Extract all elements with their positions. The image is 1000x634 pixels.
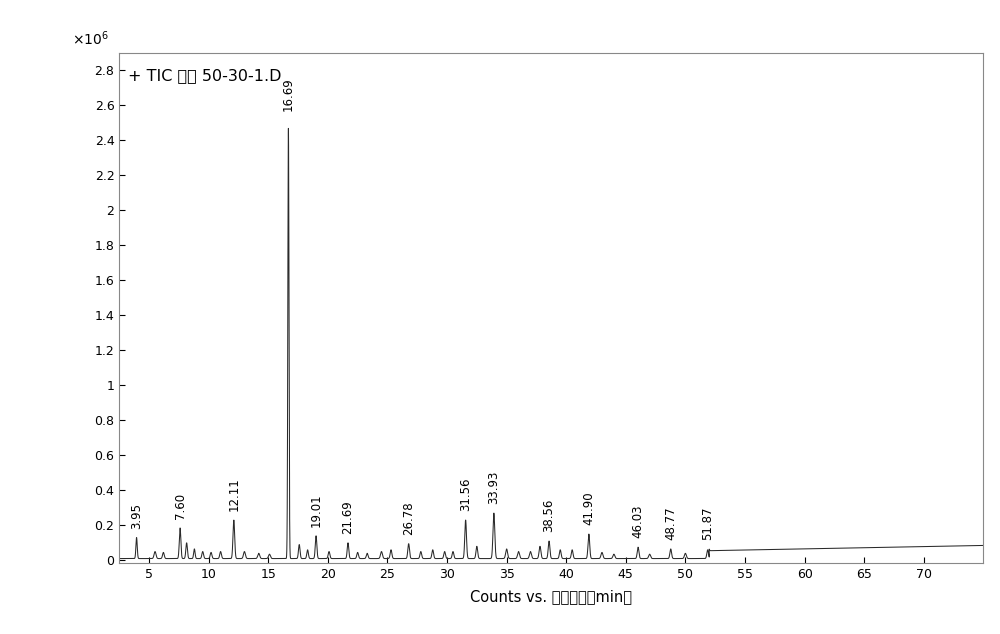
Text: $\times$10$^6$: $\times$10$^6$ bbox=[72, 29, 109, 48]
Text: 33.93: 33.93 bbox=[487, 471, 500, 505]
Text: 21.69: 21.69 bbox=[341, 500, 354, 534]
Text: 19.01: 19.01 bbox=[310, 493, 323, 527]
Text: 41.90: 41.90 bbox=[582, 492, 595, 526]
Text: 12.11: 12.11 bbox=[227, 477, 240, 512]
Text: 3.95: 3.95 bbox=[130, 503, 143, 529]
Text: 46.03: 46.03 bbox=[632, 505, 645, 538]
Text: 48.77: 48.77 bbox=[664, 507, 677, 540]
Text: 26.78: 26.78 bbox=[402, 501, 415, 535]
Text: 16.69: 16.69 bbox=[282, 77, 295, 111]
Text: + TIC 扫描 50-30-1.D: + TIC 扫描 50-30-1.D bbox=[128, 68, 281, 83]
Text: 7.60: 7.60 bbox=[174, 493, 187, 519]
Text: 51.87: 51.87 bbox=[701, 507, 714, 540]
Text: 31.56: 31.56 bbox=[459, 478, 472, 512]
Text: 38.56: 38.56 bbox=[543, 499, 556, 533]
X-axis label: Counts vs. 采集时间（min）: Counts vs. 采集时间（min） bbox=[470, 590, 632, 605]
